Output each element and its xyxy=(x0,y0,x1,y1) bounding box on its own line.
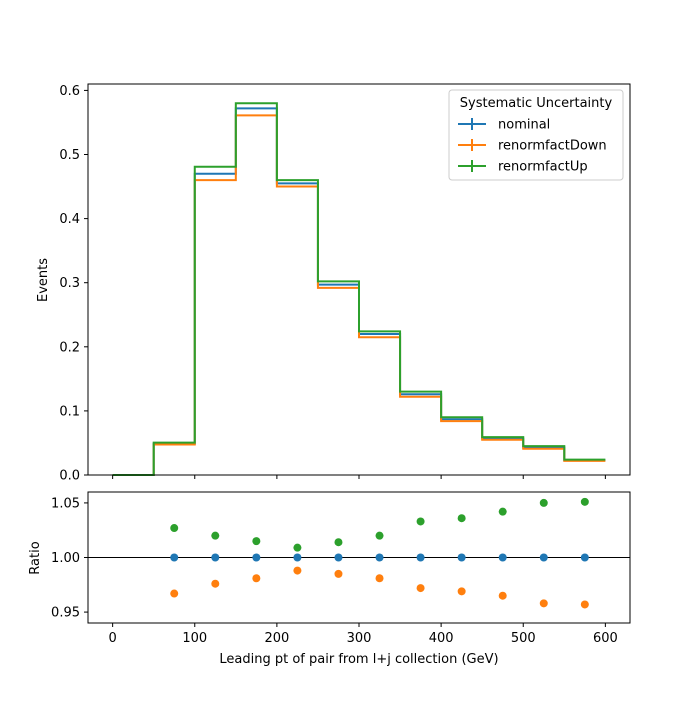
ratio-point-renormfactDown xyxy=(170,589,179,598)
top-y-tick-label: 0.1 xyxy=(59,404,80,419)
legend: Systematic Uncertainty nominal renormfact… xyxy=(448,89,624,181)
ratio-point-nominal xyxy=(457,553,466,562)
legend-label-nominal: nominal xyxy=(498,118,550,133)
series-line-renormfactUp xyxy=(112,102,606,476)
x-axis-label: Leading pt of pair from l+j collection (… xyxy=(219,652,498,667)
ratio-y-tick-label: 1.05 xyxy=(51,496,80,511)
legend-label-renormfactUp: renormfactUp xyxy=(498,160,588,175)
top-panel: 0.0 0.1 0.2 0.3 0.4 0.5 0.6 Events Systematic … xyxy=(36,83,631,484)
ratio-point-renormfactUp xyxy=(457,514,466,523)
ratio-y-axis: 0.95 1.00 1.05 xyxy=(51,496,88,621)
ratio-point-renormfactDown xyxy=(252,574,261,583)
ratio-point-renormfactDown xyxy=(293,566,302,575)
top-x-ticks xyxy=(112,475,606,479)
ratio-plot-frame xyxy=(87,491,631,624)
top-plot-frame xyxy=(87,83,631,476)
ratio-panel: 0.95 1.00 1.05 0 100 200 300 400 500 600 Ratio L… xyxy=(28,491,631,667)
ratio-point-renormfactUp xyxy=(580,497,589,506)
x-tick-label: 600 xyxy=(593,631,618,646)
ratio-point-renormfactDown xyxy=(416,584,425,593)
legend-box xyxy=(448,89,624,181)
ratio-point-renormfactUp xyxy=(252,537,261,546)
ratio-point-renormfactDown xyxy=(334,569,343,578)
ratio-y-axis-label: Ratio xyxy=(28,541,43,574)
ratio-point-renormfactUp xyxy=(211,531,220,540)
ratio-point-nominal xyxy=(334,553,343,562)
ratio-point-renormfactDown xyxy=(580,600,589,609)
ratio-point-nominal xyxy=(498,553,507,562)
ratio-point-nominal xyxy=(170,553,179,562)
ratio-point-renormfactDown xyxy=(457,587,466,596)
ratio-y-tick-label: 0.95 xyxy=(51,606,80,621)
ratio-point-renormfactUp xyxy=(170,524,179,533)
x-tick-label: 100 xyxy=(182,631,207,646)
top-y-tick-label: 0.6 xyxy=(59,84,80,99)
ratio-x-axis: 0 100 200 300 400 500 600 xyxy=(108,623,618,646)
x-tick-label: 0 xyxy=(108,631,116,646)
ratio-point-nominal xyxy=(416,553,425,562)
ratio-point-nominal xyxy=(293,553,302,562)
x-tick-label: 400 xyxy=(429,631,454,646)
top-y-tick-label: 0.4 xyxy=(59,212,80,227)
ratio-point-renormfactUp xyxy=(498,507,507,516)
ratio-point-renormfactUp xyxy=(416,517,425,526)
ratio-points-group xyxy=(170,497,589,609)
top-y-tick-label: 0.5 xyxy=(59,148,80,163)
top-series-group xyxy=(112,102,606,476)
top-y-axis-label: Events xyxy=(36,258,51,302)
ratio-point-renormfactDown xyxy=(539,599,548,608)
ratio-point-renormfactUp xyxy=(375,531,384,540)
ratio-point-nominal xyxy=(211,553,220,562)
x-tick-label: 300 xyxy=(347,631,372,646)
x-tick-label: 500 xyxy=(511,631,536,646)
legend-label-renormfactDown: renormfactDown xyxy=(498,139,607,154)
ratio-point-renormfactUp xyxy=(334,538,343,547)
top-y-axis: 0.0 0.1 0.2 0.3 0.4 0.5 0.6 xyxy=(59,84,88,484)
ratio-point-renormfactUp xyxy=(293,543,302,552)
ratio-point-renormfactDown xyxy=(375,574,384,583)
legend-title: Systematic Uncertainty xyxy=(460,96,613,111)
x-tick-label: 200 xyxy=(264,631,289,646)
ratio-point-renormfactUp xyxy=(539,498,548,507)
ratio-point-nominal xyxy=(580,553,589,562)
legend-items: nominal renormfactDown renormfactUp xyxy=(458,118,607,175)
ratio-point-nominal xyxy=(539,553,548,562)
ratio-point-renormfactDown xyxy=(211,579,220,588)
top-y-tick-label: 0.2 xyxy=(59,340,80,355)
top-y-tick-label: 0.0 xyxy=(59,469,80,484)
ratio-point-nominal xyxy=(375,553,384,562)
ratio-point-nominal xyxy=(252,553,261,562)
top-y-tick-label: 0.3 xyxy=(59,276,80,291)
ratio-point-renormfactDown xyxy=(498,591,507,600)
ratio-y-tick-label: 1.00 xyxy=(51,551,80,566)
